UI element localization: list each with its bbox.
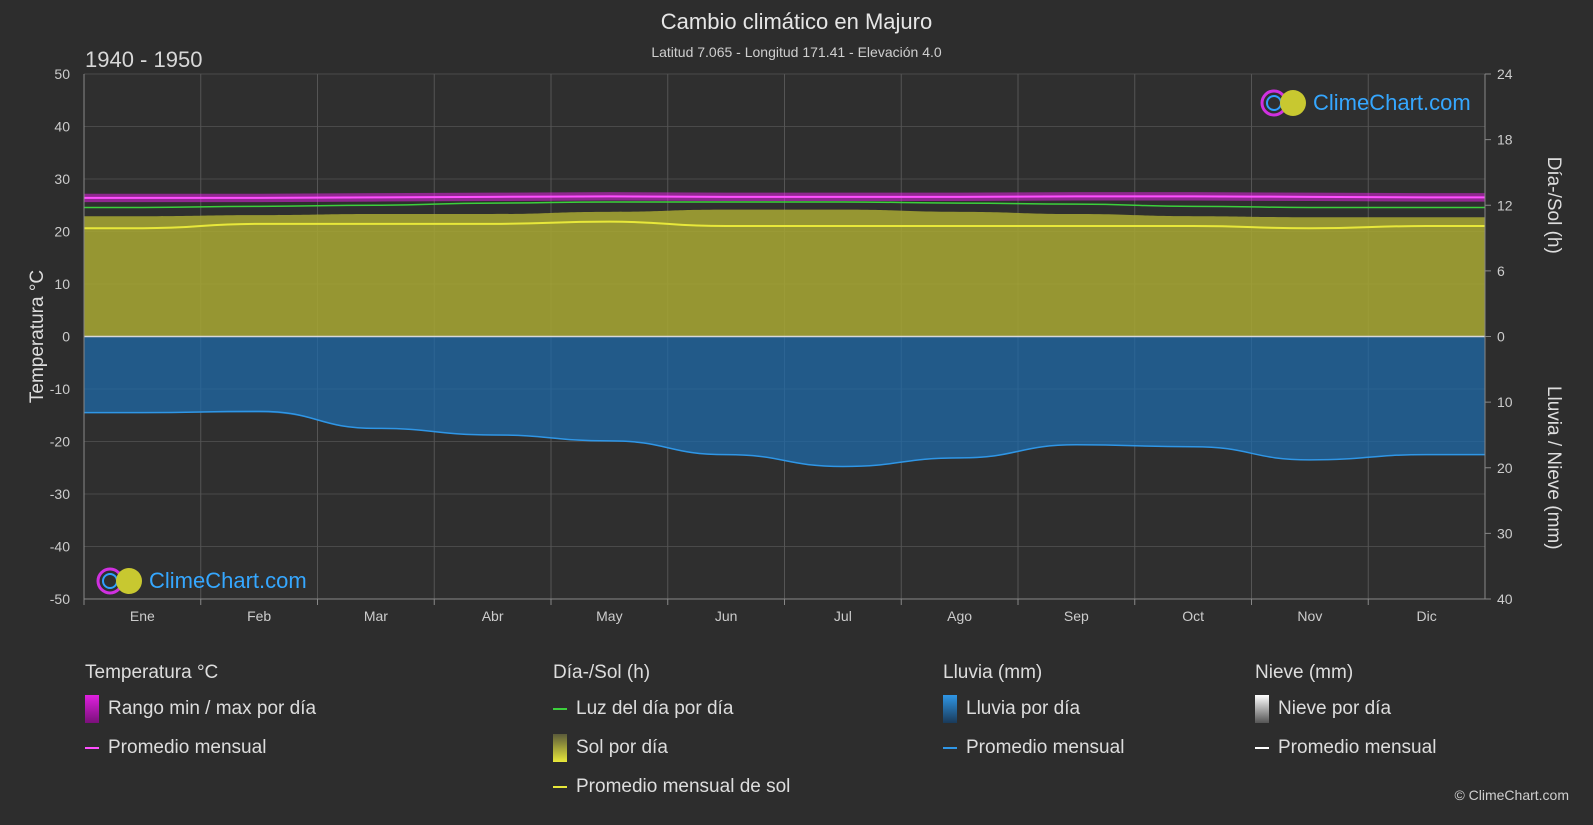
rain-avg-swatch bbox=[943, 747, 957, 749]
month-tick-label: Jun bbox=[715, 608, 738, 624]
left-axis-title: Temperatura °C bbox=[27, 270, 48, 403]
legend-daysun: Día-/Sol (h) Luz del día por día Sol por… bbox=[553, 662, 790, 815]
sun-avg-line bbox=[84, 220, 1485, 230]
legend-item: Promedio mensual bbox=[943, 737, 1124, 776]
month-tick-label: May bbox=[596, 608, 622, 624]
right-tick-label: 6 bbox=[1497, 263, 1505, 279]
rain-area bbox=[84, 336, 1485, 467]
daylight-line bbox=[84, 201, 1485, 209]
right-axis-title-top: Día-/Sol (h) bbox=[1543, 157, 1564, 254]
right-tick-label: 40 bbox=[1497, 591, 1513, 607]
right-tick-label: 0 bbox=[1497, 329, 1505, 345]
month-tick-label: Ene bbox=[130, 608, 155, 624]
legend-temperature: Temperatura °C Rango min / max por día P… bbox=[85, 662, 316, 776]
month-tick-label: Ago bbox=[947, 608, 972, 624]
legend-label: Promedio mensual bbox=[108, 737, 267, 758]
temp-range-swatch bbox=[85, 695, 99, 723]
left-tick-label: 50 bbox=[54, 66, 70, 82]
legend-item: Promedio mensual bbox=[1255, 737, 1436, 776]
logo-text: ClimeChart.com bbox=[1313, 90, 1471, 115]
sun-avg-swatch bbox=[553, 786, 567, 788]
climechart-logo-icon bbox=[1260, 89, 1306, 117]
month-tick-label: Nov bbox=[1297, 608, 1322, 624]
legend-label: Lluvia por día bbox=[966, 698, 1081, 719]
legend-title: Lluvia (mm) bbox=[943, 662, 1043, 683]
climechart-logo-icon bbox=[96, 567, 142, 595]
legend-item: Promedio mensual bbox=[85, 737, 316, 776]
legend-label: Promedio mensual bbox=[1278, 737, 1437, 758]
legend-label: Luz del día por día bbox=[576, 698, 734, 719]
sunshine-swatch bbox=[553, 734, 567, 762]
rain-swatch bbox=[943, 695, 957, 723]
left-tick-label: 0 bbox=[62, 329, 70, 345]
month-tick-label: Dic bbox=[1417, 608, 1437, 624]
legend-item: Promedio mensual de sol bbox=[553, 776, 790, 815]
legend-item: Lluvia por día bbox=[943, 695, 1124, 737]
left-tick-label: 30 bbox=[54, 171, 70, 187]
month-tick-label: Jul bbox=[834, 608, 852, 624]
temp-avg-swatch bbox=[85, 747, 99, 749]
chart-subtitle: Latitud 7.065 - Longitud 171.41 - Elevac… bbox=[651, 44, 942, 60]
logo-text: ClimeChart.com bbox=[149, 568, 307, 593]
legend-item: Sol por día bbox=[553, 734, 790, 776]
left-tick-label: -20 bbox=[50, 434, 70, 450]
legend-title: Nieve (mm) bbox=[1255, 662, 1354, 683]
month-tick-label: Feb bbox=[247, 608, 271, 624]
month-tick-label: Abr bbox=[482, 608, 504, 624]
left-tick-label: 10 bbox=[54, 276, 70, 292]
right-tick-label: 24 bbox=[1497, 66, 1513, 82]
month-tick-label: Mar bbox=[364, 608, 388, 624]
left-tick-label: 20 bbox=[54, 224, 70, 240]
right-axis-title-bottom: Lluvia / Nieve (mm) bbox=[1543, 386, 1564, 550]
snow-avg-swatch bbox=[1255, 747, 1269, 749]
copyright: © ClimeChart.com bbox=[1454, 787, 1569, 803]
chart-title: Cambio climático en Majuro bbox=[660, 9, 933, 34]
logo-top[interactable]: ClimeChart.com bbox=[1259, 88, 1471, 118]
right-tick-label: 20 bbox=[1497, 460, 1513, 476]
legend-item: Luz del día por día bbox=[553, 698, 790, 737]
left-tick-label: -40 bbox=[50, 539, 70, 555]
legend-snow: Nieve (mm) Nieve por día Promedio mensua… bbox=[1255, 662, 1436, 776]
legend-item: Nieve por día bbox=[1255, 695, 1436, 737]
period-label: 1940 - 1950 bbox=[85, 47, 203, 72]
climate-chart: 50 40 30 20 10 0 -10 -20 -30 -40 -50 24 18 12 6 0 10 20 30… bbox=[27, 66, 1564, 624]
daylight-swatch bbox=[553, 708, 567, 710]
left-tick-label: 40 bbox=[54, 119, 70, 135]
right-tick-label: 12 bbox=[1497, 197, 1513, 213]
left-tick-label: -30 bbox=[50, 486, 70, 502]
right-tick-label: 10 bbox=[1497, 394, 1513, 410]
legend-label: Promedio mensual bbox=[966, 737, 1125, 758]
rain-avg-line bbox=[84, 410, 1485, 468]
right-tick-label: 18 bbox=[1497, 132, 1513, 148]
left-tick-label: -10 bbox=[50, 381, 70, 397]
month-tick-label: Oct bbox=[1182, 608, 1204, 624]
temp-avg-line bbox=[84, 195, 1485, 199]
left-tick-label: -50 bbox=[50, 591, 70, 607]
legend-label: Promedio mensual de sol bbox=[576, 776, 791, 797]
snow-swatch bbox=[1255, 695, 1269, 723]
legend-rain: Lluvia (mm) Lluvia por día Promedio mens… bbox=[943, 662, 1124, 776]
sunshine-area bbox=[84, 209, 1485, 337]
month-tick-label: Sep bbox=[1064, 608, 1089, 624]
legend-item: Rango min / max por día bbox=[85, 695, 317, 737]
legend-title: Temperatura °C bbox=[85, 662, 219, 683]
legend-label: Nieve por día bbox=[1278, 698, 1392, 719]
legend-title: Día-/Sol (h) bbox=[553, 662, 651, 683]
right-tick-label: 30 bbox=[1497, 525, 1513, 541]
legend-label: Rango min / max por día bbox=[108, 698, 317, 719]
logo-bottom[interactable]: ClimeChart.com bbox=[95, 566, 307, 596]
legend-label: Sol por día bbox=[576, 737, 668, 758]
